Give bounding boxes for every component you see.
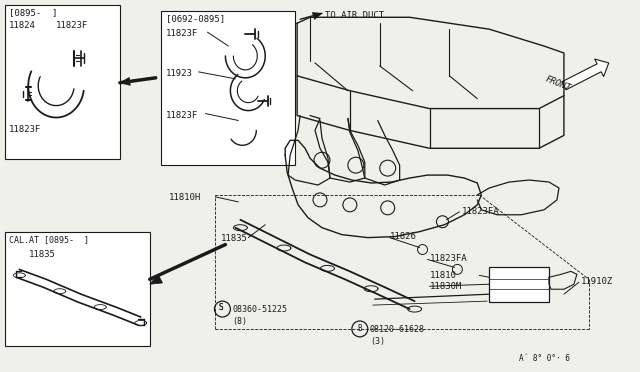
Text: 11810: 11810 xyxy=(429,271,456,280)
Text: FRONT: FRONT xyxy=(544,74,572,93)
Bar xyxy=(489,267,549,302)
Bar xyxy=(5,5,120,159)
Text: 11835: 11835 xyxy=(220,234,247,243)
Text: 11923: 11923 xyxy=(166,69,193,78)
Text: 11823F: 11823F xyxy=(166,110,198,119)
Text: 11830M: 11830M xyxy=(429,282,462,291)
Text: 11823FA: 11823FA xyxy=(461,207,499,216)
Text: [0692-0895]: [0692-0895] xyxy=(166,14,225,23)
Text: 11910Z: 11910Z xyxy=(581,277,613,286)
Text: [0895-  ]: [0895- ] xyxy=(10,8,58,17)
Text: CAL.AT [0895-  ]: CAL.AT [0895- ] xyxy=(10,235,90,244)
Text: S: S xyxy=(218,302,223,312)
Text: 11835: 11835 xyxy=(29,250,56,259)
Text: 11823FA: 11823FA xyxy=(429,254,467,263)
Text: 08120-61628: 08120-61628 xyxy=(370,325,425,334)
Text: 11823F: 11823F xyxy=(56,21,88,30)
Text: (3): (3) xyxy=(370,337,385,346)
Text: 11824: 11824 xyxy=(10,21,36,30)
Text: 08360-51225: 08360-51225 xyxy=(232,305,287,314)
Polygon shape xyxy=(150,275,163,284)
Text: 11826: 11826 xyxy=(390,232,417,241)
Text: B: B xyxy=(358,324,362,333)
Bar xyxy=(161,11,295,165)
Text: 11823F: 11823F xyxy=(10,125,42,134)
Bar xyxy=(5,232,150,346)
Polygon shape xyxy=(120,77,131,85)
Text: 11823F: 11823F xyxy=(166,29,198,38)
Text: 11810H: 11810H xyxy=(169,193,201,202)
Text: (8): (8) xyxy=(232,317,248,326)
Text: TO AIR DUCT: TO AIR DUCT xyxy=(325,11,384,20)
Polygon shape xyxy=(312,13,322,19)
Polygon shape xyxy=(562,59,609,90)
Text: S: S xyxy=(218,302,223,312)
Text: A´ 8° 0°· 6: A´ 8° 0°· 6 xyxy=(519,354,570,363)
